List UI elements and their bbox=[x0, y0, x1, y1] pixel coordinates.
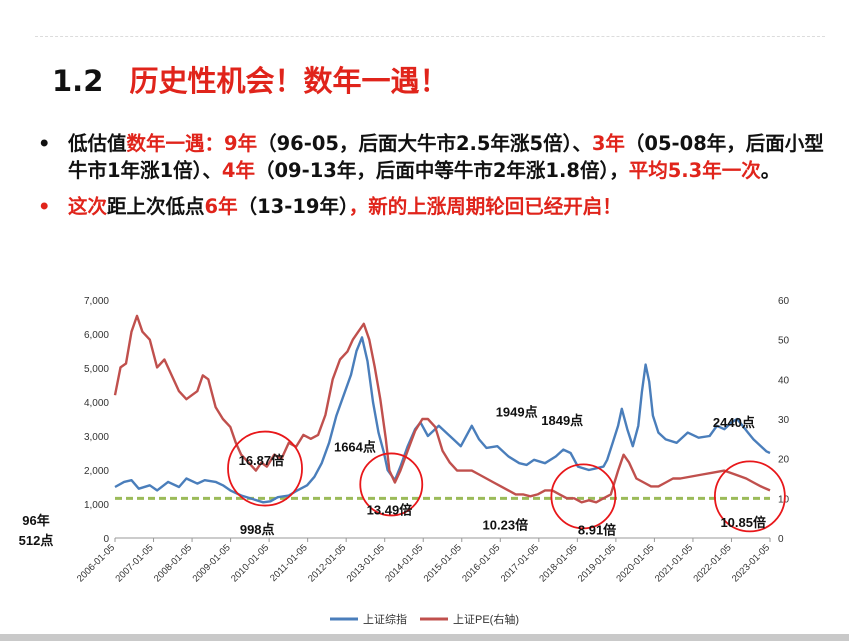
x-tick-label: 2023-01-05 bbox=[730, 542, 772, 584]
bullet-1-text-1: （96-05，后面大牛市2.5年涨5倍）、 bbox=[257, 132, 592, 155]
index-pe-chart: 0 1,000 2,000 3,000 4,000 5,000 6,000 7,000 0 10 2… bbox=[19, 296, 790, 626]
y-right-tick-label: 0 bbox=[778, 534, 784, 545]
y-right-tick-label: 40 bbox=[778, 375, 790, 386]
bullet-2-black-1: 距上次低点 bbox=[107, 195, 205, 218]
annotation-label: 10.85倍 bbox=[720, 515, 766, 530]
slide-number: 1.2 bbox=[52, 64, 104, 98]
bullet-2-part-1: 这次 bbox=[68, 195, 108, 218]
bullet-2-black-2: （13-19年） bbox=[237, 195, 349, 218]
x-tick-label: 2015-01-05 bbox=[422, 542, 464, 584]
y-left-tick-label: 4,000 bbox=[84, 398, 109, 409]
y-right-tick-label: 10 bbox=[778, 494, 790, 505]
x-tick-label: 2016-01-05 bbox=[460, 542, 502, 584]
bullet-1-highlight-3: 4年 bbox=[221, 159, 255, 182]
x-tick-label: 2019-01-05 bbox=[576, 542, 618, 584]
x-tick-label: 2006-01-05 bbox=[75, 542, 117, 584]
annotation-label: 10.23倍 bbox=[483, 517, 529, 532]
y-right-tick-label: 30 bbox=[778, 415, 790, 426]
low-point-circle bbox=[359, 452, 424, 517]
legend-label-pe: 上证PE(右轴) bbox=[453, 612, 519, 626]
bullet-2: • 这次距上次低点6年（13-19年），新的上涨周期轮回已经开启！ bbox=[38, 193, 838, 220]
x-tick-label: 2017-01-05 bbox=[499, 542, 541, 584]
y-right-tick-label: 20 bbox=[778, 455, 790, 466]
annotation-label: 16.87倍 bbox=[239, 453, 285, 468]
legend-label-index: 上证综指 bbox=[363, 612, 407, 626]
bullet-2-part-3: ，新的上涨周期轮回已经开启！ bbox=[348, 195, 622, 218]
y-right-tick-label: 60 bbox=[778, 296, 790, 307]
slide-title-text: 历史性机会！数年一遇！ bbox=[129, 64, 449, 98]
low-point-circle bbox=[550, 463, 617, 530]
y-left-tick-label: 7,000 bbox=[84, 296, 109, 307]
y-right-tick-label: 50 bbox=[778, 336, 790, 347]
bullet-1-highlight-2: 3年 bbox=[591, 132, 625, 155]
x-tick-label: 2018-01-05 bbox=[537, 542, 579, 584]
annotation-label: 998点 bbox=[240, 522, 275, 537]
series-line-index bbox=[114, 336, 771, 504]
top-divider bbox=[35, 36, 825, 37]
bullet-2-part-2: 6年 bbox=[204, 195, 238, 218]
x-tick-label: 2012-01-05 bbox=[306, 542, 348, 584]
y-left-tick-label: 6,000 bbox=[84, 330, 109, 341]
bullet-1-highlight-1: 数年一遇：9年 bbox=[126, 132, 258, 155]
annotation-label: 13.49倍 bbox=[367, 502, 413, 517]
x-tick-label: 2007-01-05 bbox=[114, 542, 156, 584]
y-left-tick-label: 0 bbox=[103, 534, 109, 545]
annotation-label: 1849点 bbox=[541, 413, 583, 428]
low-point-circle bbox=[227, 430, 303, 507]
x-tick-label: 2020-01-05 bbox=[614, 542, 656, 584]
x-tick-label: 2021-01-05 bbox=[653, 542, 695, 584]
bullet-1-prefix: 低估值 bbox=[68, 132, 127, 155]
bullet-dot: • bbox=[38, 195, 51, 218]
y-left-tick-label: 5,000 bbox=[84, 364, 109, 375]
bullet-list: • 低估值数年一遇：9年（96-05，后面大牛市2.5年涨5倍）、3年（05-08… bbox=[38, 130, 838, 229]
annotation-label: 1664点 bbox=[334, 439, 376, 454]
x-tick-label: 2013-01-05 bbox=[345, 542, 387, 584]
bullet-1-text-3: （09-13年，后面中等牛市2年涨1.8倍）， bbox=[254, 159, 629, 182]
bullet-1-highlight-4: 平均5.3年一次 bbox=[628, 159, 761, 182]
annotation-label: 8.91倍 bbox=[578, 523, 616, 538]
footer-bar bbox=[0, 634, 849, 641]
x-tick-label: 2009-01-05 bbox=[191, 542, 233, 584]
series-line-pe bbox=[113, 314, 771, 504]
y-left-tick-label: 1,000 bbox=[84, 500, 109, 511]
bullet-dot: • bbox=[38, 132, 51, 155]
x-tick-label: 2011-01-05 bbox=[268, 542, 310, 584]
historic-low-label: 512点 bbox=[19, 533, 54, 548]
y-left-tick-label: 2,000 bbox=[84, 466, 109, 477]
x-tick-label: 2010-01-05 bbox=[229, 542, 271, 584]
slide-title: 1.2 历史性机会！数年一遇！ bbox=[52, 58, 449, 100]
bullet-1-text-2: （05-08年，后面小型牛市1年涨1倍）、 bbox=[68, 132, 824, 182]
low-point-circle bbox=[713, 460, 786, 533]
annotation-label: 2440点 bbox=[713, 415, 755, 430]
bullet-1-text-4: 。 bbox=[760, 159, 781, 182]
x-tick-label: 2008-01-05 bbox=[152, 542, 194, 584]
annotation-label: 1949点 bbox=[496, 405, 538, 420]
y-left-tick-label: 3,000 bbox=[84, 432, 109, 443]
x-tick-label: 2014-01-05 bbox=[383, 542, 425, 584]
historic-low-label: 96年 bbox=[22, 513, 49, 528]
x-tick-label: 2022-01-05 bbox=[691, 542, 733, 584]
bullet-1: • 低估值数年一遇：9年（96-05，后面大牛市2.5年涨5倍）、3年（05-08… bbox=[38, 130, 838, 184]
